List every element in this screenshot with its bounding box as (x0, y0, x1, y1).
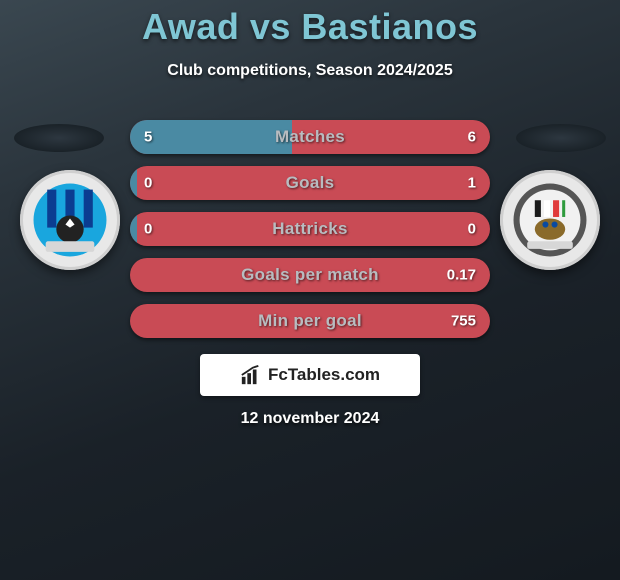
stat-right-value: 1 (468, 175, 476, 192)
stat-label: Matches (275, 127, 345, 147)
club-badge-left (20, 170, 120, 270)
stat-bars: 5 Matches 6 0 Goals 1 0 Hattricks 0 Goal… (130, 120, 490, 350)
stat-label: Min per goal (258, 311, 362, 331)
page-title: Awad vs Bastianos (0, 0, 620, 48)
chart-icon (240, 364, 262, 386)
stat-label: Goals (286, 173, 335, 193)
shadow-oval-left (14, 124, 104, 152)
stat-bar-goals: 0 Goals 1 (130, 166, 490, 200)
stat-bar-fill (130, 166, 137, 200)
crest-right-icon (512, 182, 588, 258)
stat-bar-hattricks: 0 Hattricks 0 (130, 212, 490, 246)
stat-bar-fill (130, 120, 292, 154)
stat-right-value: 6 (468, 129, 476, 146)
stat-bar-fill (130, 212, 137, 246)
date-text: 12 november 2024 (0, 410, 620, 428)
stat-right-value: 0 (468, 221, 476, 238)
stat-bar-goals-per-match: Goals per match 0.17 (130, 258, 490, 292)
stat-label: Hattricks (272, 219, 347, 239)
comparison-card: Awad vs Bastianos Club competitions, Sea… (0, 0, 620, 580)
club-badge-right (500, 170, 600, 270)
stat-bar-matches: 5 Matches 6 (130, 120, 490, 154)
stat-left-value: 0 (144, 221, 152, 238)
stat-label: Goals per match (241, 265, 379, 285)
stat-bar-min-per-goal: Min per goal 755 (130, 304, 490, 338)
brand-text: FcTables.com (268, 365, 380, 385)
stat-right-value: 755 (451, 313, 476, 330)
shadow-oval-right (516, 124, 606, 152)
page-subtitle: Club competitions, Season 2024/2025 (0, 62, 620, 80)
stat-right-value: 0.17 (447, 267, 476, 284)
stat-left-value: 0 (144, 175, 152, 192)
stat-left-value: 5 (144, 129, 152, 146)
crest-left-icon (32, 182, 108, 258)
brand-panel: FcTables.com (200, 354, 420, 396)
